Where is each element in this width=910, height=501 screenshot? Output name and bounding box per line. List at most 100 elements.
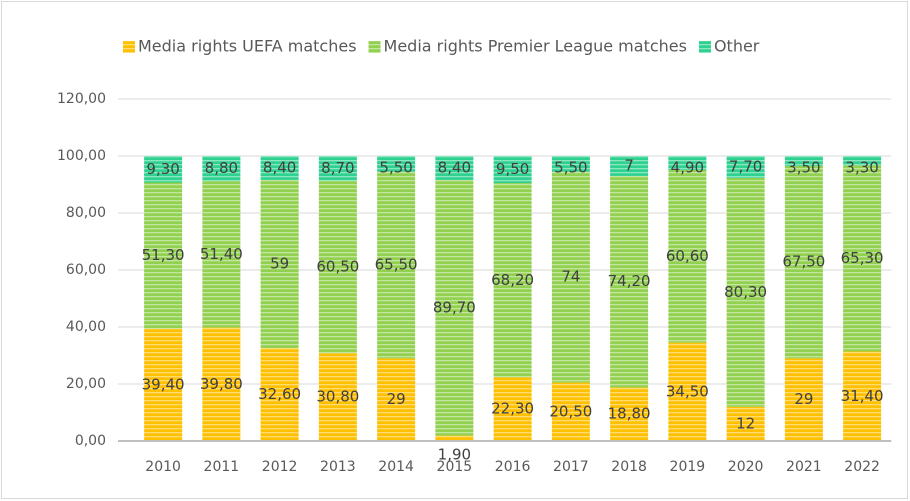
bar-segment [493,377,532,441]
x-tick-label: 2016 [495,459,531,475]
bar-segment [318,353,357,441]
data-label: 60,50 [316,258,359,276]
bar-segment [493,156,532,184]
bar-segment [551,156,590,172]
bar-segment [377,358,416,441]
data-label: 65,50 [375,256,418,274]
bar-segment [843,156,882,166]
bar-segment [610,175,649,388]
bar-segment [843,165,882,352]
legend-swatch [123,41,135,53]
x-tick-label: 2021 [786,459,822,475]
data-label: 8,40 [438,158,471,176]
y-tick-label: 60,00 [66,262,106,278]
bar-segment [610,387,649,441]
data-label: 22,30 [491,400,534,418]
bar-segment [726,406,765,441]
bar-segment [784,165,823,359]
bar-segment [493,183,532,378]
bar-segment [202,156,241,182]
y-tick-label: 0,00 [75,433,106,449]
data-label: 60,60 [666,247,709,265]
y-tick-label: 40,00 [66,319,106,335]
data-label: 74 [561,268,580,286]
bar-segment [784,358,823,441]
bar-segment [260,348,299,441]
x-tick-label: 2017 [553,459,589,475]
bar-segment [726,177,765,407]
data-label: 7,70 [729,157,762,175]
data-label: 59 [270,255,289,273]
data-label: 39,80 [200,375,243,393]
bar-segment [551,171,590,383]
y-tick-label: 20,00 [66,376,106,392]
data-label: 3,50 [787,159,820,177]
x-tick-label: 2020 [728,459,764,475]
data-label: 20,50 [549,402,592,420]
bar-segment [843,351,882,441]
data-label: 51,30 [142,246,185,264]
data-label: 68,20 [491,271,534,289]
data-label: 8,70 [321,159,354,177]
bar-segment [377,171,416,359]
bar-segment [668,156,707,170]
bar-segment [668,169,707,343]
bar-segment [551,382,590,441]
data-label: 4,90 [671,159,704,177]
data-label: 12 [736,414,755,432]
bar-segment [784,156,823,166]
bar-segment [435,179,474,436]
data-label: 18,80 [608,405,651,423]
x-tick-label: 2015 [437,459,473,475]
data-label: 51,40 [200,245,243,263]
bar-segment [260,156,299,180]
data-label: 5,50 [379,159,412,177]
y-tick-label: 100,00 [57,148,106,164]
bar-segment [144,182,183,329]
data-label: 9,50 [496,160,529,178]
data-label: 1,90 [438,446,471,464]
bar-segment [260,179,299,349]
data-label: 29 [794,390,813,408]
data-label: 89,70 [433,298,476,316]
y-tick-label: 80,00 [66,205,106,221]
data-label: 31,40 [841,387,884,405]
bar-segment [202,327,241,441]
x-tick-label: 2011 [204,459,240,475]
x-tick-label: 2010 [145,459,181,475]
bar-segment [435,156,474,180]
legend-label: Media rights UEFA matches [138,37,357,56]
data-label: 34,50 [666,382,709,400]
data-label: 8,80 [205,159,238,177]
x-tick-label: 2012 [262,459,298,475]
bar-segment [318,180,357,354]
x-tick-label: 2022 [844,459,880,475]
legend-swatch [368,41,381,53]
x-tick-label: 2019 [670,459,706,475]
bar-segment [610,156,649,176]
data-label: 74,20 [608,272,651,290]
data-label: 7 [624,156,634,174]
data-label: 30,80 [316,388,359,406]
data-label: 67,50 [782,253,825,271]
bar-segment [144,328,183,441]
data-label: 8,40 [263,158,296,176]
data-label: 3,30 [845,159,878,177]
bar-segment [435,435,474,441]
data-label: 32,60 [258,385,301,403]
bar-segment [144,156,183,183]
data-label: 9,30 [146,160,179,178]
legend-label: Other [714,37,760,56]
data-label: 39,40 [142,375,185,393]
bar-segment [377,156,416,172]
bar-segment [202,181,241,328]
bar-segment [726,156,765,178]
bar-segment [668,342,707,441]
data-label: 65,30 [841,249,884,267]
data-label: 80,30 [724,283,767,301]
x-tick-label: 2018 [611,459,647,475]
x-tick-label: 2014 [378,459,414,475]
legend-label: Media rights Premier League matches [384,37,687,56]
x-tick-label: 2013 [320,459,356,475]
